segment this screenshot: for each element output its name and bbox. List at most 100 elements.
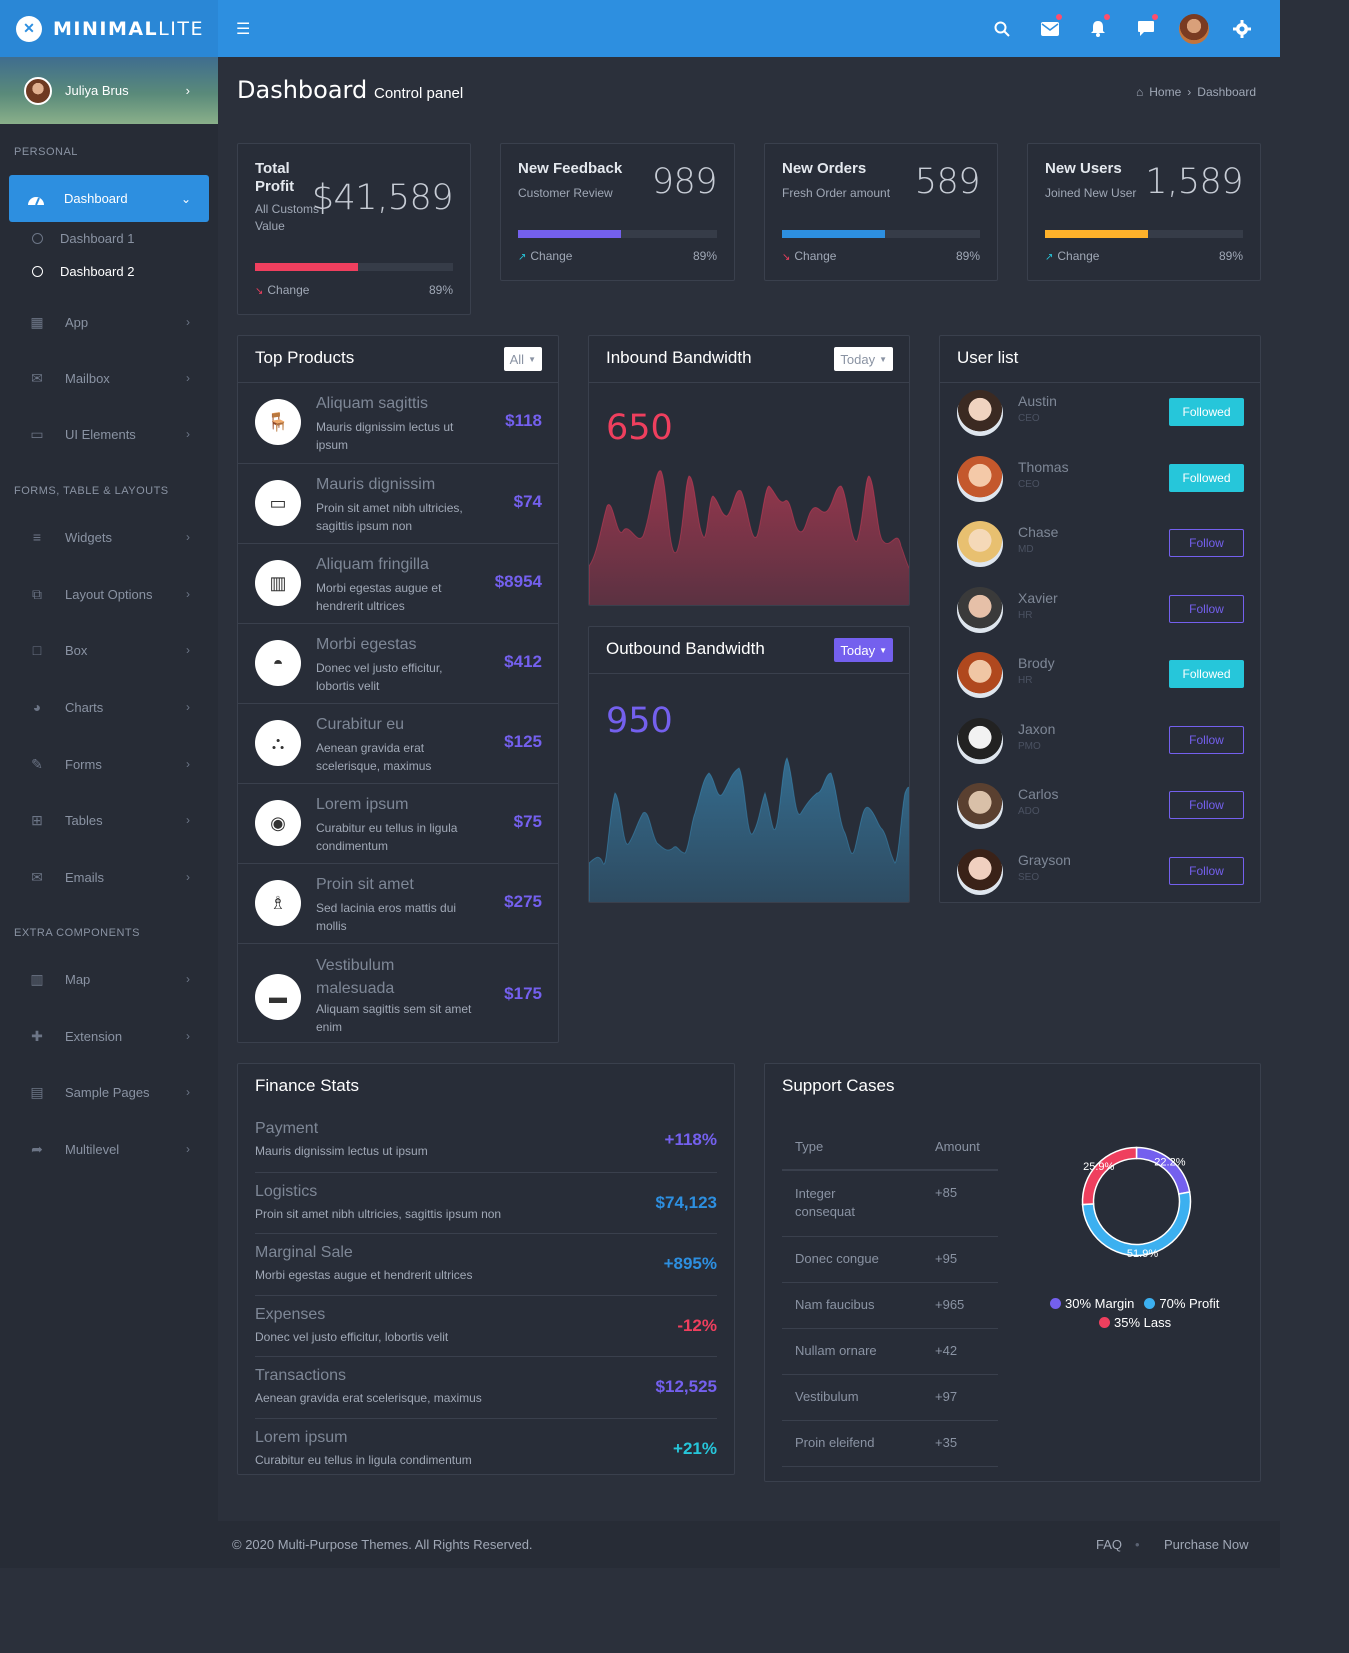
sidebar-item-label: App (65, 314, 89, 330)
support-table: Type Amount Integer consequat +85 Donec co… (782, 1126, 998, 1467)
followed-button[interactable]: Followed (1169, 660, 1244, 688)
sidebar-item-mailbox[interactable]: ✉ Mailbox › (0, 358, 218, 398)
inbound-filter-dropdown[interactable]: Today ▼ (834, 347, 893, 371)
sidebar-item-tables[interactable]: ⊞ Tables › (0, 800, 218, 840)
product-price: $118 (505, 411, 542, 430)
sidebar-item-forms[interactable]: ✎ Forms › (0, 744, 218, 784)
gear-icon[interactable] (1218, 0, 1266, 57)
divider (238, 382, 558, 383)
footer-separator: • (1135, 1537, 1140, 1552)
dashboard-icon (27, 191, 45, 207)
product-row[interactable]: ♗ Proin sit amet Sed lacinia eros mattis d… (238, 863, 558, 943)
follow-button[interactable]: Follow (1169, 725, 1244, 754)
envelope-icon: ✉ (31, 369, 43, 386)
donut-legend-row-1: 30% Margin 70% Profit (1050, 1296, 1219, 1311)
sidebar-item-charts[interactable]: ◕ Charts › (0, 687, 218, 727)
stat-title: New Users (1045, 160, 1122, 177)
follow-button[interactable]: Follow (1169, 529, 1244, 557)
product-row[interactable]: ◉ Lorem ipsum Curabitur eu tellus in ligul… (238, 783, 558, 863)
footer-link-faq[interactable]: FAQ (1096, 1537, 1123, 1552)
sidebar-item-multilevel[interactable]: ➦ Multilevel › (0, 1129, 218, 1169)
sidebar-item-app[interactable]: ▦ App › (0, 302, 218, 342)
stat-card-new-users: New Users Joined New User 1,589 ↗ Change … (1027, 143, 1261, 281)
finance-name: Lorem ipsum (255, 1428, 348, 1446)
table-icon: ▭ (255, 480, 301, 526)
mail-icon[interactable] (1026, 0, 1074, 57)
file-icon: ▤ (30, 1083, 44, 1100)
user-name: Austin (1018, 393, 1057, 409)
sidebar-item-map[interactable]: ▥ Map › (0, 959, 218, 999)
product-row[interactable]: ◓ Morbi egestas Donec vel justo efficitur,… (238, 623, 558, 703)
chat-icon[interactable] (1122, 0, 1170, 57)
product-row[interactable]: ⛬ Curabitur eu Aenean gravida erat sceleri… (238, 703, 558, 783)
sidebar-item-box[interactable]: □ Box › (0, 630, 218, 670)
chevron-right-icon: › (186, 1142, 190, 1156)
sidebar-item-widgets[interactable]: ≡ Widgets › (0, 517, 218, 557)
divider (589, 673, 909, 674)
sidebar-item-emails[interactable]: ✉ Emails › (0, 857, 218, 897)
section-title-forms: FORMS, TABLE & LAYOUTS (14, 485, 169, 497)
search-icon[interactable] (978, 0, 1026, 57)
sidebar-item-dashboard[interactable]: Dashboard ⌄ (9, 175, 209, 222)
user-role: CEO (1018, 413, 1040, 424)
sidebar-item-layout-options[interactable]: ⧉ Layout Options › (0, 574, 218, 614)
footer-copyright: © 2020 Multi-Purpose Themes. All Rights … (232, 1537, 533, 1552)
follow-button[interactable]: Follow (1169, 856, 1244, 885)
brand[interactable]: ✕ MINIMALLITE (0, 0, 218, 57)
finance-row: Transactions Aenean gravida erat sceleris… (255, 1356, 717, 1418)
page-subtitle: Control panel (374, 85, 464, 102)
product-row[interactable]: ▬ Vestibulum malesuada Aliquam sagittis se… (238, 943, 558, 1046)
case-amount: +95 (935, 1251, 958, 1266)
armchair-icon: ◉ (255, 800, 301, 846)
user-row: Carlos ADO Follow (957, 783, 1244, 849)
table-header-row: Type Amount (782, 1126, 998, 1171)
user-panel[interactable]: Juliya Brus › (0, 57, 218, 124)
stat-card-new-orders: New Orders Fresh Order amount 589 ↘ Chang… (764, 143, 998, 281)
sidebar-item-ui-elements[interactable]: ▭ UI Elements › (0, 414, 218, 454)
card-title: Outbound Bandwidth (606, 639, 765, 658)
sidebar-item-label: Map (65, 971, 91, 987)
product-row[interactable]: ▥ Aliquam fringilla Morbi egestas augue et… (238, 543, 558, 623)
profile-avatar[interactable] (1170, 0, 1218, 57)
finance-description: Mauris dignissim lectus ut ipsum (255, 1144, 428, 1158)
breadcrumb-home[interactable]: Home (1149, 85, 1182, 99)
product-price: $412 (504, 652, 542, 671)
follow-button[interactable]: Follow (1169, 791, 1244, 819)
outbound-filter-dropdown[interactable]: Today ▼ (834, 638, 893, 662)
user-row: Jaxon PMO Follow (957, 717, 1244, 784)
user-avatar (957, 390, 1003, 436)
sidebar-item-label: Mailbox (65, 370, 110, 386)
finance-description: Curabitur eu tellus in ligula condimentu… (255, 1452, 472, 1467)
product-name: Morbi egestas (316, 636, 417, 653)
menu-toggle-icon[interactable]: ☰ (236, 20, 251, 38)
follow-button[interactable]: Follow (1169, 594, 1244, 623)
user-role: PMO (1018, 740, 1041, 752)
table-row: Nullam ornare +42 (782, 1329, 998, 1375)
progress-track (782, 230, 980, 238)
product-row[interactable]: 🪑 Aliquam sagittis Mauris dignissim lectus… (238, 383, 558, 463)
progress-track (518, 230, 717, 238)
finance-name: Marginal Sale (255, 1244, 353, 1261)
sidebar-item-label: Emails (65, 869, 105, 885)
table-row: Donec congue +95 (782, 1237, 998, 1283)
footer-link-purchase[interactable]: Purchase Now (1164, 1537, 1249, 1552)
followed-button[interactable]: Followed (1169, 463, 1244, 492)
sidebar-item-label: Widgets (65, 529, 112, 545)
user-list-card: User list Austin CEO Followed Thomas CEO Foll… (939, 335, 1261, 903)
user-row: Brody HR Followed (957, 652, 1244, 718)
followed-button[interactable]: Followed (1169, 398, 1244, 426)
user-name: Jaxon (1018, 720, 1056, 737)
shelf-icon: ▥ (255, 560, 301, 606)
user-name: Juliya Brus (65, 83, 129, 98)
bell-icon[interactable] (1074, 0, 1122, 57)
sidebar-subitem-dashboard-1[interactable]: Dashboard 1 (32, 231, 134, 246)
sidebar-item-extension[interactable]: ✚ Extension › (0, 1016, 218, 1056)
products-filter-dropdown[interactable]: All ▼ (503, 347, 542, 371)
card-title: Inbound Bandwidth (606, 348, 752, 367)
product-row[interactable]: ▭ Mauris dignissim Proin sit amet nibh ult… (238, 463, 558, 543)
outbound-value: 950 (606, 701, 673, 741)
sidebar-item-sample-pages[interactable]: ▤ Sample Pages › (0, 1072, 218, 1112)
product-price: $175 (504, 984, 542, 1003)
sidebar-subitem-dashboard-2[interactable]: Dashboard 2 (32, 264, 134, 279)
product-description: Aenean gravida erat scelerisque, maximus (316, 741, 432, 773)
